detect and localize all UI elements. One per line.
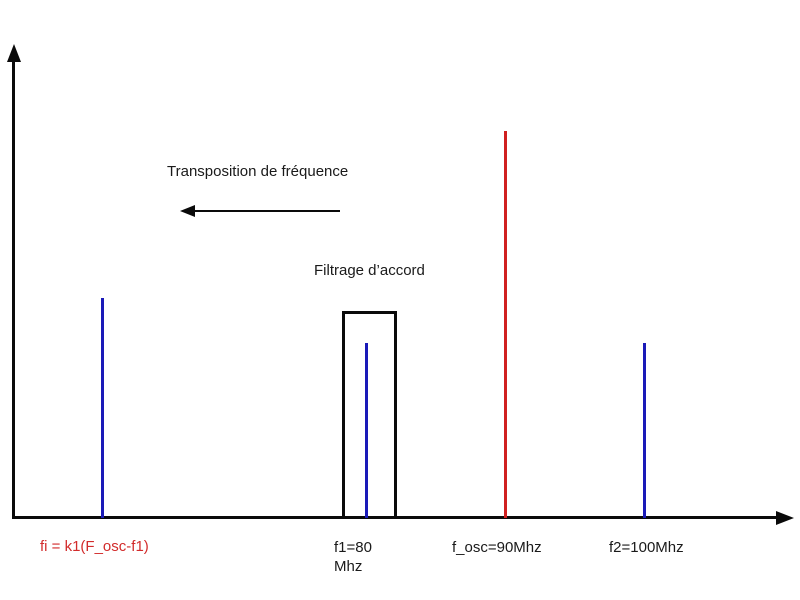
filter-label: Filtrage d’accord [314,262,425,279]
fosc-frequency-label: f_osc=90Mhz [452,539,542,556]
spectral-line-fi [101,298,104,518]
y-axis [12,56,15,518]
transposition-label: Transposition de fréquence [167,163,349,180]
spectral-line-fosc [504,131,507,518]
spectral-line-f1 [365,343,368,518]
y-axis-arrowhead-icon [7,44,21,62]
x-axis-arrowhead-icon [776,511,794,525]
transposition-arrow [192,210,340,212]
f1-frequency-label-line1: f1=80 [334,539,372,556]
filter-box [342,311,397,518]
f1-frequency-label: f1=80 Mhz [334,538,372,576]
f1-frequency-label-line2: Mhz [334,558,363,575]
fi-frequency-label: fi = k1(F_osc-f1) [40,538,149,555]
left-arrowhead-icon [180,205,195,217]
spectral-line-f2 [643,343,646,518]
f2-frequency-label: f2=100Mhz [609,539,684,556]
